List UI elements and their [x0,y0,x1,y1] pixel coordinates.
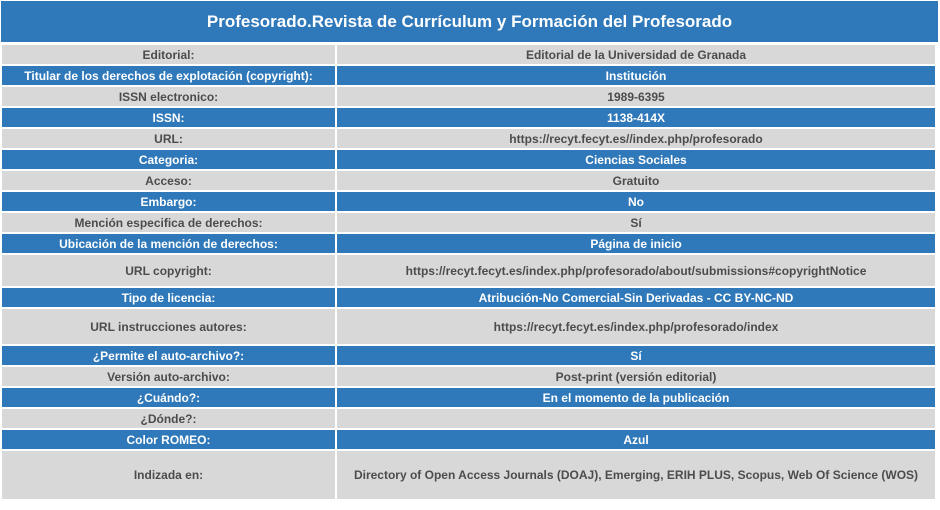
table-row: Titular de los derechos de explotación (… [2,66,935,85]
row-label-archive-version: Versión auto-archivo: [2,367,335,386]
row-label-issn: ISSN: [2,108,335,127]
table-row: ¿Dónde?: [2,409,935,428]
row-value-license-type: Atribución-No Comercial-Sin Derivadas - … [337,288,935,307]
row-label-url-copyright: URL copyright: [2,255,335,286]
row-value-where [337,409,935,428]
row-value-editorial: Editorial de la Universidad de Granada [337,45,935,64]
journal-info-table: Editorial: Editorial de la Universidad d… [0,43,937,501]
row-label-url: URL: [2,129,335,148]
row-label-embargo: Embargo: [2,192,335,211]
table-row: ISSN electronico: 1989-6395 [2,87,935,106]
table-row: Embargo: No [2,192,935,211]
row-label-copyright-holder: Titular de los derechos de explotación (… [2,66,335,85]
row-value-author-instructions[interactable]: https://recyt.fecyt.es/index.php/profeso… [337,309,935,344]
table-row: ¿Permite el auto-archivo?: Sí [2,346,935,365]
row-label-when: ¿Cuándo?: [2,388,335,407]
table-row: URL copyright: https://recyt.fecyt.es/in… [2,255,935,286]
row-value-rights-location: Página de inicio [337,234,935,253]
table-row: Versión auto-archivo: Post-print (versió… [2,367,935,386]
row-value-when: En el momento de la publicación [337,388,935,407]
table-row: Acceso: Gratuito [2,171,935,190]
row-label-rights-mention: Mención especifica de derechos: [2,213,335,232]
row-value-issn-electronic: 1989-6395 [337,87,935,106]
table-row: Indizada en: Directory of Open Access Jo… [2,451,935,499]
row-label-where: ¿Dónde?: [2,409,335,428]
row-value-url[interactable]: https://recyt.fecyt.es//index.php/profes… [337,129,935,148]
row-label-romeo-color: Color ROMEO: [2,430,335,449]
row-label-rights-location: Ubicación de la mención de derechos: [2,234,335,253]
row-value-archive-version: Post-print (versión editorial) [337,367,935,386]
row-value-copyright-holder: Institución [337,66,935,85]
table-row: Categoria: Ciencias Sociales [2,150,935,169]
table-row: Editorial: Editorial de la Universidad d… [2,45,935,64]
table-row: URL: https://recyt.fecyt.es//index.php/p… [2,129,935,148]
row-value-issn: 1138-414X [337,108,935,127]
row-label-issn-electronic: ISSN electronico: [2,87,335,106]
table-row: Ubicación de la mención de derechos: Pág… [2,234,935,253]
table-row: Tipo de licencia: Atribución-No Comercia… [2,288,935,307]
row-value-indexed-in: Directory of Open Access Journals (DOAJ)… [337,451,935,499]
row-label-category: Categoria: [2,150,335,169]
table-row: Color ROMEO: Azul [2,430,935,449]
row-value-self-archiving: Sí [337,346,935,365]
journal-title: Profesorado.Revista de Currículum y Form… [1,1,938,44]
row-value-category: Ciencias Sociales [337,150,935,169]
row-label-access: Acceso: [2,171,335,190]
row-value-rights-mention: Sí [337,213,935,232]
row-value-romeo-color: Azul [337,430,935,449]
row-value-embargo: No [337,192,935,211]
row-label-author-instructions: URL instrucciones autores: [2,309,335,344]
table-row: ISSN: 1138-414X [2,108,935,127]
row-label-license-type: Tipo de licencia: [2,288,335,307]
row-label-editorial: Editorial: [2,45,335,64]
row-label-self-archiving: ¿Permite el auto-archivo?: [2,346,335,365]
row-label-indexed-in: Indizada en: [2,451,335,499]
row-value-url-copyright[interactable]: https://recyt.fecyt.es/index.php/profeso… [337,255,935,286]
table-row: URL instrucciones autores: https://recyt… [2,309,935,344]
table-row: Mención especifica de derechos: Sí [2,213,935,232]
table-row: ¿Cuándo?: En el momento de la publicació… [2,388,935,407]
row-value-access: Gratuito [337,171,935,190]
